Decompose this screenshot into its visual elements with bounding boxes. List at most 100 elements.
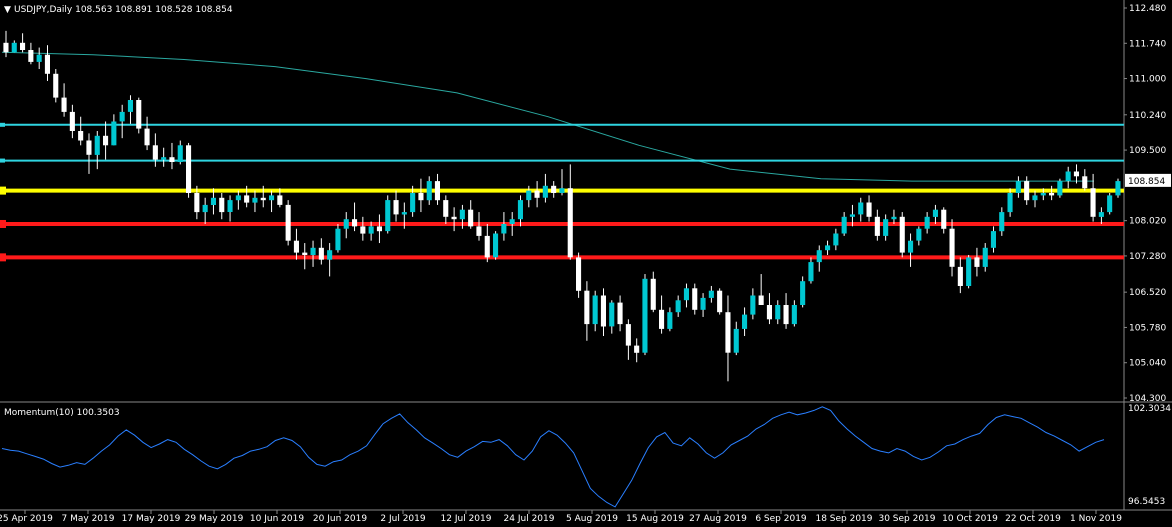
candle: [1115, 178, 1121, 198]
candle: [385, 195, 391, 234]
candle-body: [501, 224, 507, 234]
candle: [1040, 188, 1046, 201]
candle: [642, 274, 648, 356]
candle: [1057, 178, 1063, 198]
candle: [152, 133, 158, 167]
date-label: 17 May 2019: [122, 514, 181, 524]
candle-body: [667, 312, 673, 329]
candle: [235, 190, 241, 210]
candle-body: [293, 240, 299, 253]
candle: [717, 288, 723, 315]
date-label: 29 May 2019: [185, 514, 244, 524]
candle: [941, 207, 947, 234]
candle-body: [584, 290, 590, 325]
candle: [78, 116, 84, 146]
candle-body: [609, 302, 615, 327]
candle: [1090, 173, 1096, 222]
candle: [277, 188, 283, 208]
candle-body: [642, 278, 648, 353]
candle: [20, 33, 26, 53]
candle-body: [999, 212, 1005, 232]
candle-body: [352, 219, 358, 227]
candle-body: [1073, 171, 1079, 177]
candle-body: [177, 145, 183, 162]
candle: [210, 188, 216, 215]
candle-body: [1015, 181, 1021, 193]
candle-body: [3, 42, 9, 53]
candle: [219, 192, 225, 220]
candle: [484, 223, 490, 263]
candle: [36, 47, 42, 70]
candle: [849, 204, 855, 227]
candle-body: [592, 295, 598, 325]
candle-body: [78, 131, 84, 141]
candle: [990, 226, 996, 253]
candle: [708, 285, 714, 303]
candle: [493, 231, 499, 260]
candle: [683, 283, 689, 308]
candle: [426, 176, 432, 205]
candle: [808, 257, 814, 284]
candle: [136, 97, 142, 134]
candle-body: [1082, 176, 1088, 189]
candle-body: [426, 181, 432, 201]
candle: [899, 212, 905, 258]
candle: [999, 207, 1005, 236]
candle-body: [916, 228, 922, 241]
candle: [957, 257, 963, 294]
candle: [186, 142, 192, 198]
candle-body: [210, 197, 216, 205]
price-tick-label: 112.480: [1129, 4, 1166, 14]
candle: [567, 164, 573, 260]
axes-layer: 112.480 111.740 111.000 110.240 109.500 108.0…: [0, 4, 1171, 524]
candle-body: [219, 197, 225, 213]
candle: [692, 283, 698, 315]
candle-body: [791, 305, 797, 325]
candle: [468, 200, 474, 229]
candle-body: [186, 145, 192, 193]
date-label: 15 Aug 2019: [626, 514, 684, 524]
candle-body: [750, 295, 756, 315]
price-tick-label: 105.040: [1129, 359, 1166, 369]
candle-body: [69, 111, 75, 131]
candle: [451, 207, 457, 232]
candle: [891, 209, 897, 224]
candle: [1098, 207, 1104, 224]
date-label: 25 Apr 2019: [0, 514, 53, 524]
candle: [908, 233, 914, 267]
candle: [410, 185, 416, 217]
candle: [44, 45, 50, 81]
candle-body: [517, 200, 523, 220]
candle: [617, 295, 623, 332]
candle: [725, 295, 731, 382]
candle-body: [244, 195, 250, 203]
date-label: 10 Jun 2019: [250, 514, 304, 524]
candle: [733, 321, 739, 356]
candle: [269, 190, 275, 213]
price-tick-label: 105.780: [1129, 323, 1166, 333]
candle-body: [617, 302, 623, 325]
candle-body: [891, 216, 897, 220]
candle: [742, 307, 748, 337]
candle-body: [61, 97, 67, 112]
candle: [775, 300, 781, 325]
candle-body: [634, 345, 640, 353]
candle-body: [683, 288, 689, 301]
candle-body: [368, 226, 374, 234]
candle: [501, 212, 507, 241]
dropdown-triangle-icon[interactable]: ▼: [4, 5, 11, 15]
candle-body: [908, 240, 914, 253]
candle-body: [410, 193, 416, 213]
date-label: 30 Sep 2019: [878, 514, 935, 524]
yellow-level-marker-0: [0, 186, 6, 195]
candle-body: [360, 226, 366, 234]
current-price-box: [1125, 173, 1171, 187]
candle-body: [692, 288, 698, 310]
candle-body: [1007, 193, 1013, 213]
candle-body: [20, 42, 26, 50]
candle-body: [825, 245, 831, 251]
price-tick-label: 106.520: [1129, 288, 1166, 298]
candle-body: [883, 219, 889, 236]
candle: [675, 295, 681, 317]
